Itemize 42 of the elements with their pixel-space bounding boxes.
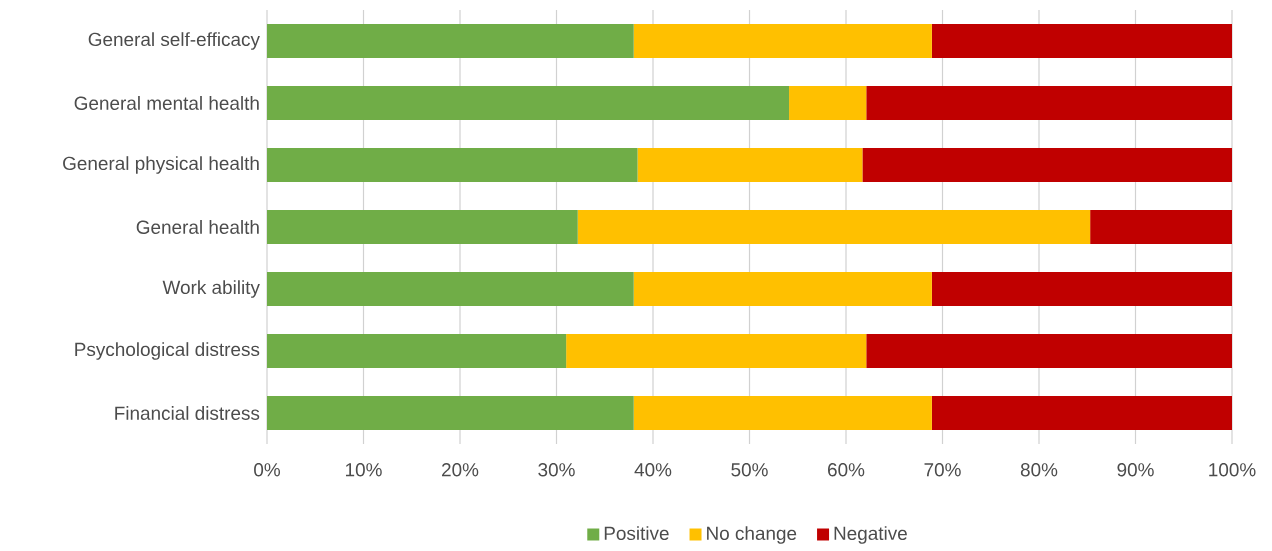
x-tick-label: 30% [538, 463, 575, 477]
y-tick-label: General mental health [74, 96, 259, 111]
y-tick-label: Psychological distress [75, 342, 260, 360]
bar [267, 86, 790, 121]
legend-label: Negative [834, 526, 907, 544]
bar [931, 272, 1233, 307]
y-tick-label: Financial distress [115, 406, 260, 421]
bar [267, 396, 634, 431]
bar [577, 210, 1091, 245]
bar [931, 396, 1233, 431]
y-tick-label: General health [136, 220, 259, 235]
bar [789, 86, 867, 121]
x-tick-label: 40% [634, 463, 672, 477]
x-tick-label: 10% [346, 463, 382, 477]
bar [267, 148, 638, 183]
x-tick-label: 100% [1209, 463, 1256, 477]
bar [267, 334, 567, 369]
bar [267, 24, 634, 59]
y-tick-label: General self-efficacy [88, 32, 260, 50]
bar [637, 148, 863, 183]
y-tick-label: General physical health [63, 156, 259, 174]
bar [862, 148, 1233, 183]
legend-label: No change [707, 526, 797, 544]
y-tick-label: Work ability [162, 280, 260, 298]
bar [633, 272, 932, 307]
x-tick-label: 70% [924, 463, 961, 477]
x-tick-label: 90% [1117, 463, 1154, 477]
x-tick-label: 50% [731, 463, 768, 477]
bar [267, 272, 634, 307]
bar [267, 210, 578, 245]
bar [566, 334, 867, 369]
bar [866, 334, 1233, 369]
legend-label: Positive [604, 526, 669, 541]
bar [633, 24, 932, 59]
x-tick-label: 20% [442, 463, 479, 477]
x-tick-label: 60% [828, 463, 865, 477]
bar [633, 396, 932, 431]
x-tick-label: 80% [1020, 463, 1058, 477]
x-tick-label: 0% [254, 463, 281, 477]
bar [866, 86, 1233, 121]
bar [931, 24, 1233, 59]
bar [1090, 210, 1233, 245]
